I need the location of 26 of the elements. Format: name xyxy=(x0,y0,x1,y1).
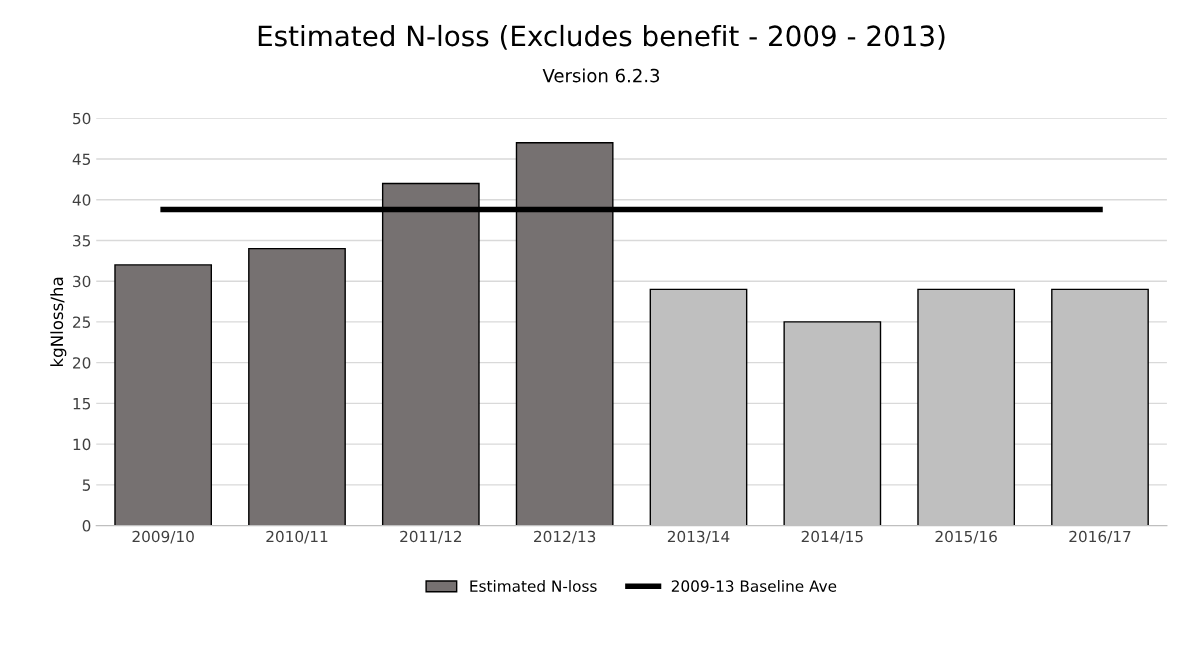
legend-label: 2009-13 Baseline Ave xyxy=(671,580,837,592)
x-tick-label: 2011/12 xyxy=(400,530,462,544)
x-tick-label: 2009/10 xyxy=(132,530,194,544)
y-tick-label: 15 xyxy=(73,398,91,410)
y-tick-label: 25 xyxy=(73,316,91,328)
chart-title: Estimated N-loss (Excludes benefit - 2009 - 2013) xyxy=(258,24,945,50)
y-tick-label: 5 xyxy=(82,479,91,491)
x-tick-label: 2015/16 xyxy=(935,530,997,544)
bar xyxy=(248,247,346,526)
legend-label: Estimated N-loss xyxy=(470,580,597,592)
y-tick-label: 45 xyxy=(72,153,91,166)
y-tick-label: 20 xyxy=(73,357,91,369)
x-tick-label: 2010/11 xyxy=(266,530,328,544)
x-tick-label: 2013/14 xyxy=(667,530,730,544)
x-tick-label: 2014/15 xyxy=(801,530,863,544)
y-tick-label: 30 xyxy=(73,275,91,288)
y-tick-label: 10 xyxy=(73,438,91,451)
y-tick-label: 50 xyxy=(73,112,91,125)
y-tick-label: 40 xyxy=(72,194,91,206)
bar xyxy=(114,264,213,526)
x-tick-label: 2012/13 xyxy=(534,530,596,544)
chart-subtitle: Version 6.2.3 xyxy=(542,68,660,83)
y-tick-label: 35 xyxy=(73,234,91,247)
y-tick-label: 0 xyxy=(82,520,91,532)
x-tick-label: 2016/17 xyxy=(1069,530,1131,544)
y-axis-title: kgNloss/ha xyxy=(50,277,67,367)
